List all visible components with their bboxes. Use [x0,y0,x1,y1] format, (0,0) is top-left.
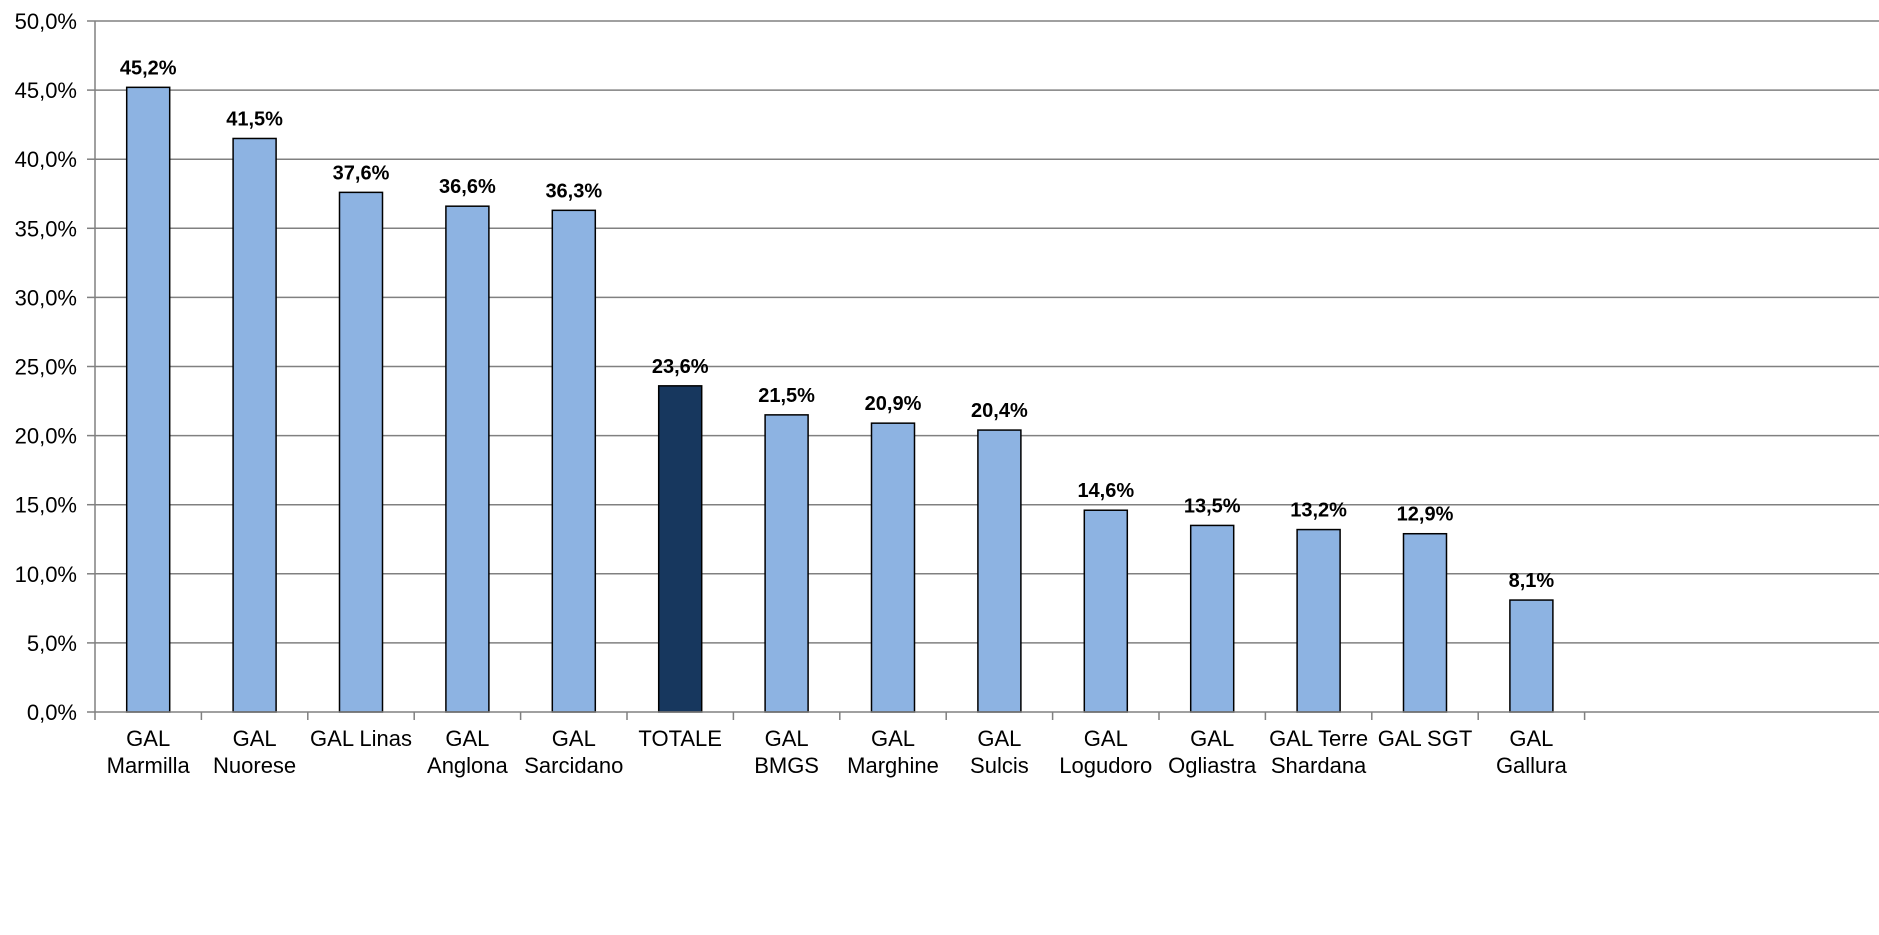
category-label: GAL [1084,726,1128,751]
category-label: Sulcis [970,753,1029,778]
grid-lines [95,20,1879,644]
y-tick-label: 40,0% [15,147,77,172]
bar [338,191,384,713]
data-label: 13,2% [1290,500,1347,522]
category-label: Marmilla [107,753,191,778]
category-label: Marghine [847,753,939,778]
category-label: GAL [126,726,170,751]
data-label: 12,9% [1397,504,1454,526]
bar [870,422,916,713]
category-label: TOTALE [638,726,722,751]
category-label: GAL [765,726,809,751]
bar [657,385,703,713]
y-tick-label: 10,0% [15,562,77,587]
y-tick-label: 20,0% [15,424,77,449]
bar [1402,532,1448,713]
y-tick-label: 15,0% [15,493,77,518]
category-label: Nuorese [213,753,296,778]
bar [977,429,1022,713]
bar [1083,509,1129,713]
category-label: GAL [552,726,596,751]
bar [551,209,597,713]
category-label: GAL [977,726,1021,751]
category-label: GAL [1190,726,1234,751]
y-tick-label: 45,0% [15,78,77,103]
data-label: 45,2% [120,57,177,79]
bar [445,205,490,713]
category-label: Sarcidano [524,753,623,778]
bar [232,137,277,713]
bar [125,86,171,713]
category-label: Gallura [1496,753,1568,778]
y-tick-label: 50,0% [15,9,77,34]
bar [764,414,809,713]
data-label: 36,3% [545,180,602,202]
y-tick-label: 25,0% [15,355,77,380]
data-label: 37,6% [333,162,390,184]
category-label: Ogliastra [1168,753,1257,778]
labels: 0,0% 5,0% 10,0% 15,0% 20,0% 25,0% 30,0% 35,0% 40… [15,9,1568,778]
category-label: Shardana [1271,753,1367,778]
y-tick-label: 5,0% [27,631,77,656]
data-label: 14,6% [1077,480,1134,502]
y-tick-label: 0,0% [27,700,77,725]
y-tick-label: 35,0% [15,216,77,241]
data-label: 41,5% [226,108,283,130]
category-label: Logudoro [1059,753,1152,778]
category-label: BMGS [754,753,819,778]
category-label: GAL Linas [310,726,412,751]
data-label: 20,9% [865,393,922,415]
category-label: GAL Terre [1269,726,1368,751]
axes [87,20,1879,720]
y-tick-label: 30,0% [15,285,77,310]
category-label: Anglona [427,753,509,778]
category-label: GAL [445,726,489,751]
bar [1509,599,1554,713]
category-label: GAL [1509,726,1553,751]
category-label: GAL [233,726,277,751]
data-label: 8,1% [1509,570,1555,592]
data-label: 36,6% [439,176,496,198]
bar [1296,528,1341,713]
data-label: 13,5% [1184,495,1241,517]
category-label: GAL [871,726,915,751]
data-label: 23,6% [652,356,709,378]
data-label: 20,4% [971,400,1028,422]
category-label: GAL SGT [1378,726,1473,751]
data-label: 21,5% [758,385,815,407]
bar [1189,524,1235,713]
